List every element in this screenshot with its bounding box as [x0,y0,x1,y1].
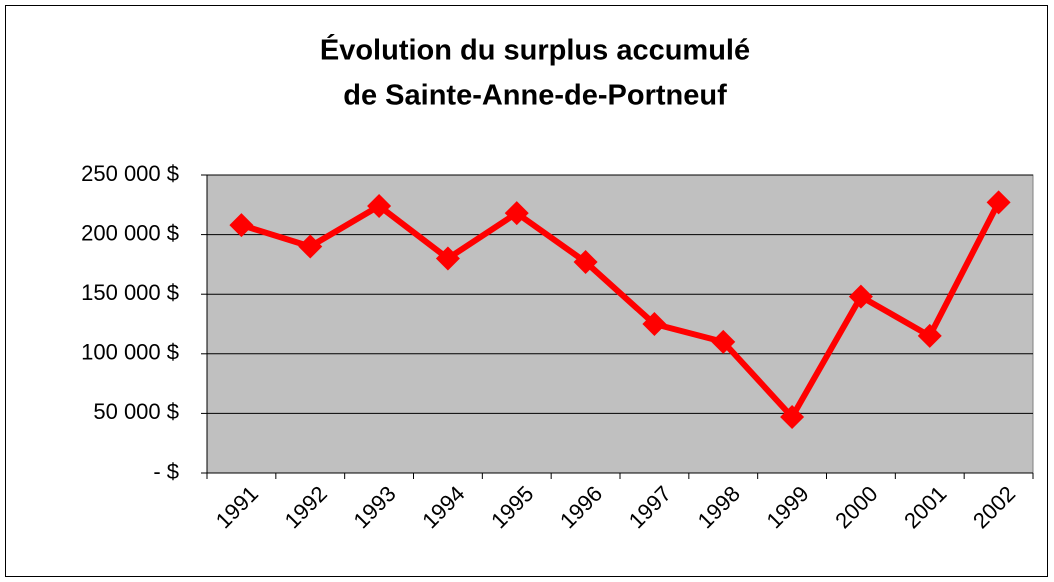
marker [986,190,1011,215]
marker [298,234,323,259]
marker [504,201,529,226]
marker [711,329,736,354]
y-tick-label: 50 000 $ [93,399,179,424]
marker [917,323,942,348]
y-tick-label: 150 000 $ [81,280,179,305]
chart-title: Évolution du surplus accumulé [320,33,750,67]
marker [848,284,873,309]
y-tick-label: 250 000 $ [81,161,179,186]
marker [229,213,254,238]
y-tick-label: 200 000 $ [81,220,179,245]
chart-title: de Sainte-Anne-de-Portneuf [343,80,727,112]
marker [435,246,460,271]
series-line [240,201,1002,420]
marker [367,193,392,218]
marker [642,312,667,336]
marker [573,250,598,275]
y-tick-label: 100 000 $ [81,340,179,365]
marker [780,404,805,429]
y-tick-label: - $ [153,459,179,484]
